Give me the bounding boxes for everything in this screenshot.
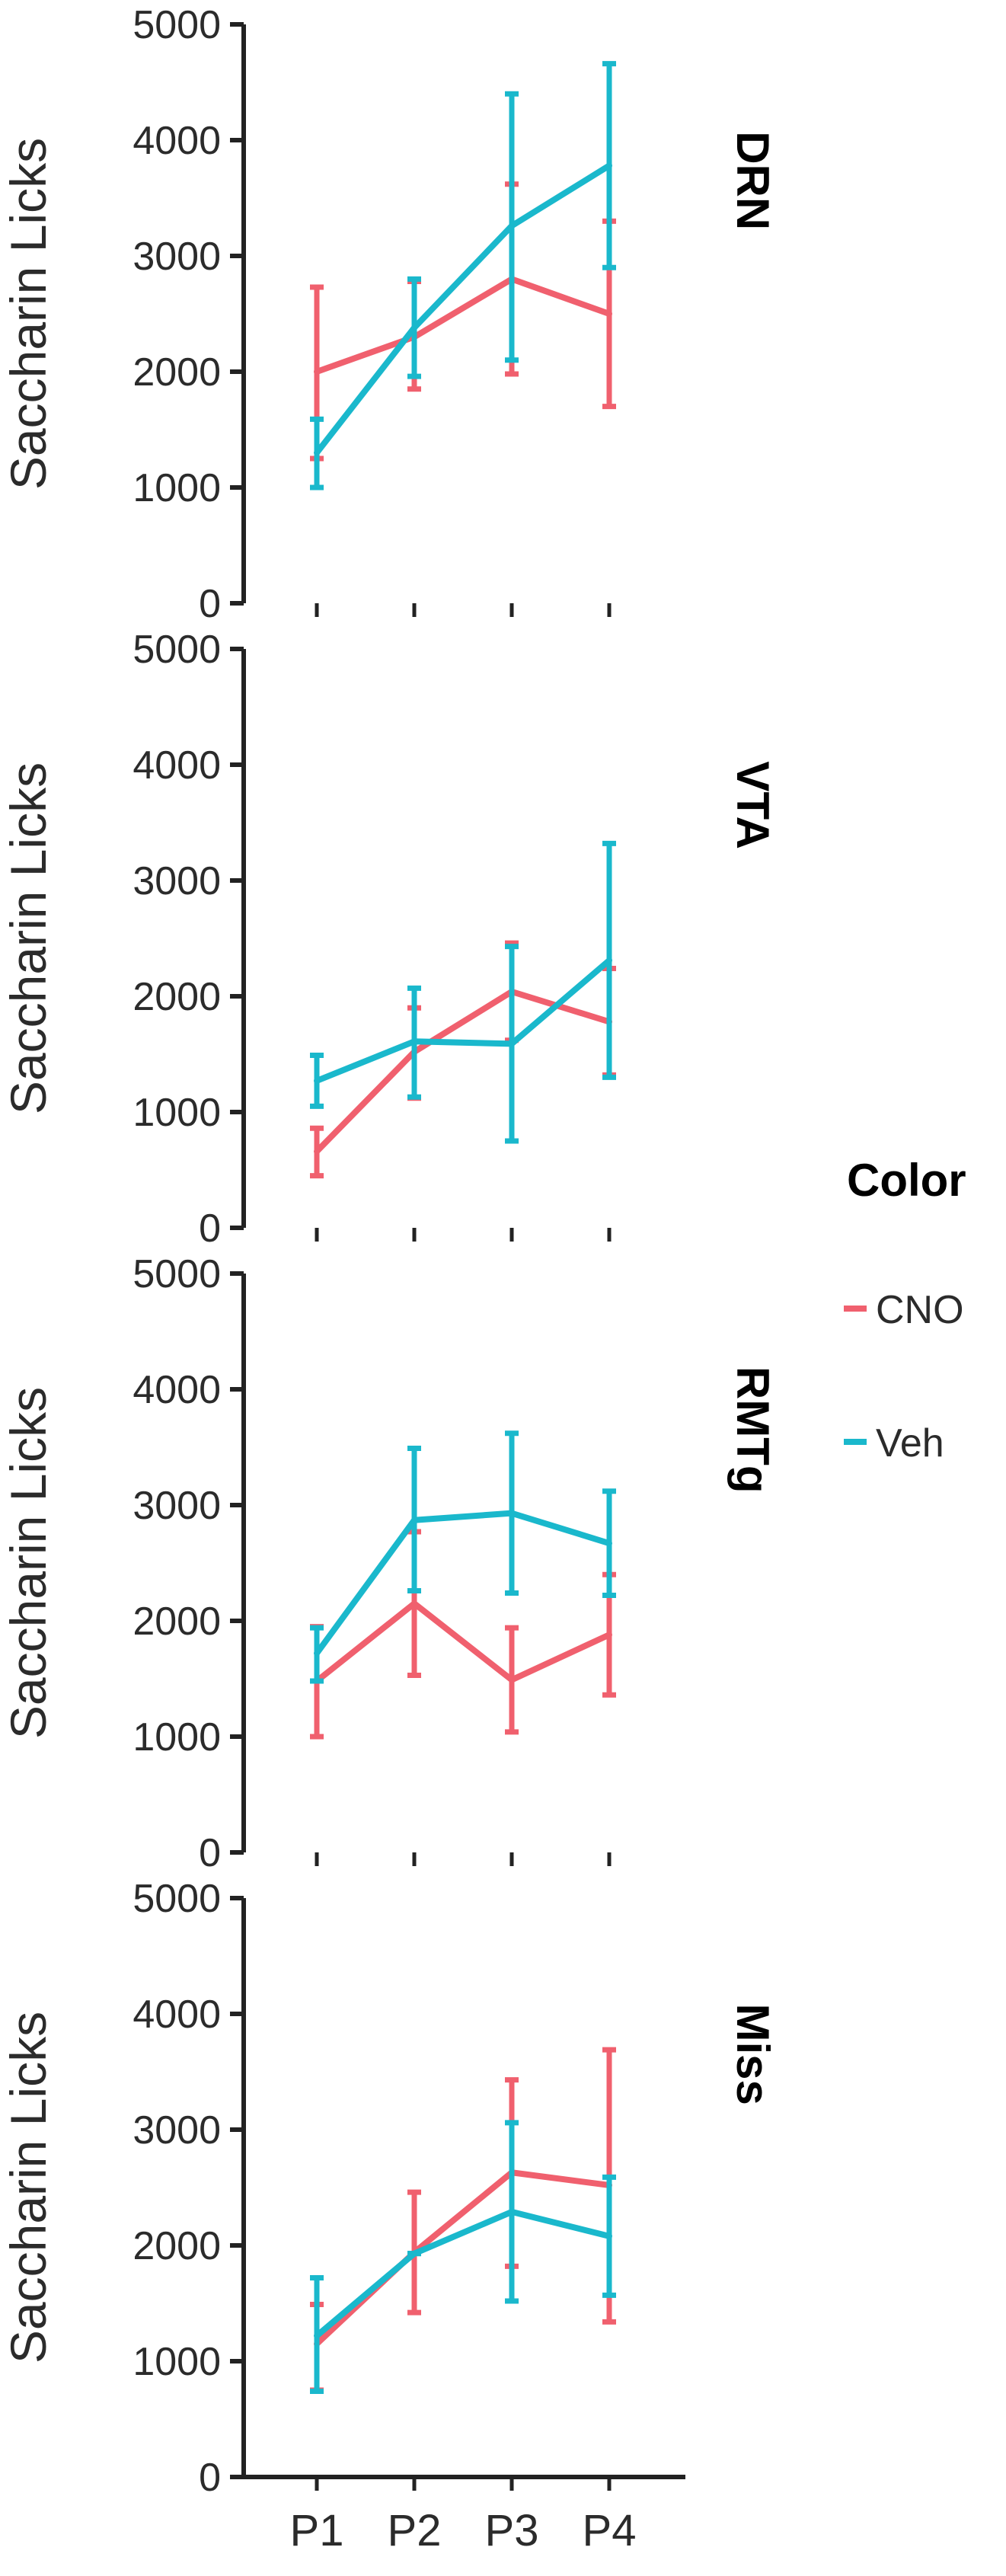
- series-cno: [310, 1529, 616, 1740]
- series-line: [315, 276, 611, 375]
- series-cno: [310, 940, 616, 1179]
- y-axis-title: Saccharin Licks: [0, 762, 56, 1114]
- data-point: [411, 324, 417, 331]
- x-tick-label: P1: [290, 2506, 344, 2555]
- y-tick-label: 3000: [133, 1484, 221, 1528]
- x-tick-label: P2: [388, 2506, 442, 2555]
- panel-miss: 0 1000 2000 3000 4000 5000 Saccharin Licks Miss: [0, 1877, 778, 2500]
- y-axis-title: Saccharin Licks: [0, 138, 56, 490]
- data-point: [314, 369, 320, 375]
- y-tick-label: 1000: [133, 466, 221, 510]
- legend-label-cno: CNO: [876, 1288, 964, 1332]
- data-point: [314, 449, 320, 456]
- series-veh: [310, 840, 616, 1144]
- series-cno: [310, 2047, 616, 2393]
- y-tick-label: 2000: [133, 350, 221, 395]
- series-line: [315, 1600, 611, 1684]
- series-cno: [310, 181, 616, 462]
- panel-rmtg: 0 1000 2000 3000 4000 5000 Saccharin Licks RMTg: [0, 1252, 778, 1875]
- series-veh: [310, 1430, 616, 1684]
- legend-title: Color: [847, 1155, 966, 1206]
- legend-label-veh: Veh: [876, 1421, 944, 1465]
- data-point: [411, 1600, 417, 1607]
- data-point: [411, 1517, 417, 1523]
- x-tick-label: P4: [583, 2506, 637, 2555]
- series-veh: [310, 61, 616, 491]
- data-point: [314, 1148, 320, 1155]
- data-point: [314, 1077, 320, 1084]
- y-axis-title: Saccharin Licks: [0, 2012, 56, 2363]
- y-tick-label: 2000: [133, 975, 221, 1019]
- data-point: [606, 2232, 612, 2239]
- y-tick-label: 3000: [133, 235, 221, 279]
- legend: Color CNO Veh: [844, 1155, 966, 1465]
- data-point: [411, 1038, 417, 1045]
- data-point: [509, 1510, 515, 1517]
- shared-x-axis: P1 P2 P3 P4: [290, 2506, 637, 2555]
- y-tick-label: 0: [199, 582, 221, 626]
- series-veh: [310, 2120, 616, 2395]
- y-tick-label: 1000: [133, 1715, 221, 1759]
- data-point: [314, 1650, 320, 1657]
- y-tick-label: 4000: [133, 119, 221, 163]
- y-tick-label: 1000: [133, 2340, 221, 2384]
- data-point: [606, 957, 612, 964]
- data-point: [606, 1540, 612, 1547]
- y-tick-label: 4000: [133, 743, 221, 788]
- panel-strip-label: DRN: [727, 131, 778, 230]
- series-line: [315, 2169, 610, 2347]
- data-point: [411, 2250, 417, 2257]
- y-tick-label: 2000: [133, 2224, 221, 2268]
- data-point: [606, 311, 612, 317]
- series-line: [315, 988, 611, 1154]
- y-tick-label: 3000: [133, 859, 221, 903]
- y-tick-label: 3000: [133, 2108, 221, 2153]
- y-tick-label: 0: [199, 2456, 221, 2500]
- y-tick-label: 5000: [133, 628, 221, 672]
- series-line: [314, 163, 612, 455]
- y-tick-label: 4000: [133, 1368, 221, 1412]
- panel-strip-label: VTA: [727, 761, 778, 849]
- data-point: [314, 2332, 320, 2339]
- y-tick-label: 5000: [133, 3, 221, 47]
- y-tick-label: 5000: [133, 1252, 221, 1296]
- y-tick-label: 1000: [133, 1091, 221, 1135]
- panel-drn: 0 1000 2000 3000 4000 5000 Saccharin Licks DRN: [0, 3, 778, 626]
- data-point: [509, 1676, 515, 1683]
- y-tick-label: 5000: [133, 1877, 221, 1921]
- y-tick-label: 4000: [133, 1993, 221, 2037]
- series-line: [315, 2208, 610, 2338]
- panel-strip-label: Miss: [727, 2004, 778, 2105]
- y-tick-label: 2000: [133, 1600, 221, 1644]
- y-tick-label: 0: [199, 1831, 221, 1875]
- panel-vta: 0 1000 2000 3000 4000 5000 Saccharin Licks VTA: [0, 628, 778, 1251]
- y-tick-label: 0: [199, 1207, 221, 1251]
- panel-strip-label: RMTg: [727, 1366, 778, 1494]
- series-line: [314, 1510, 611, 1655]
- data-point: [509, 222, 515, 229]
- x-tick-label: P3: [485, 2506, 539, 2555]
- data-point: [509, 2208, 515, 2215]
- data-point: [509, 1040, 515, 1047]
- y-axis-title: Saccharin Licks: [0, 1387, 56, 1739]
- data-point: [606, 1632, 612, 1638]
- series-line: [315, 957, 612, 1084]
- data-point: [606, 162, 612, 169]
